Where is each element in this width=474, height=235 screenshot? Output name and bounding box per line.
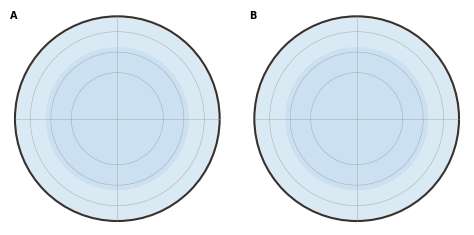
Circle shape (17, 18, 218, 219)
Circle shape (15, 16, 219, 221)
Circle shape (46, 47, 189, 190)
Text: B: B (249, 11, 256, 21)
Circle shape (256, 18, 457, 219)
Circle shape (255, 16, 459, 221)
Circle shape (285, 47, 428, 190)
Text: A: A (10, 11, 18, 21)
